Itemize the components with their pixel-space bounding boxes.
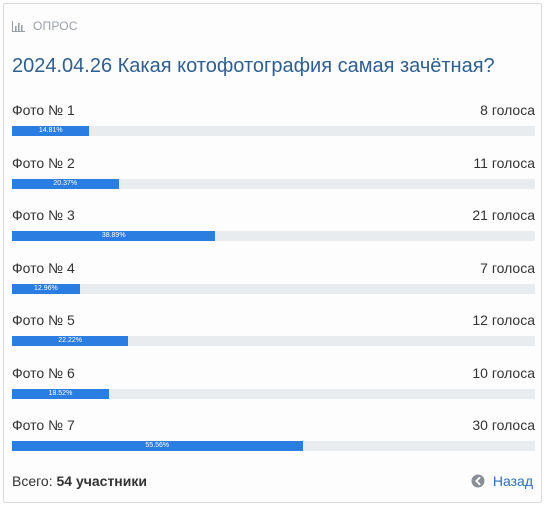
poll-bar-fill: 14.81% bbox=[12, 126, 90, 136]
poll-results: Фото № 1 8 голоса 14.81% Фото № 2 11 голоса 2… bbox=[12, 99, 535, 467]
poll-option-votes: 10 голоса bbox=[472, 364, 535, 381]
poll-bar-track: 38.89% bbox=[12, 231, 535, 241]
poll-option-label: Фото № 2 bbox=[12, 154, 75, 171]
poll-bar-track: 55.56% bbox=[12, 441, 535, 451]
poll-bar-track: 12.96% bbox=[12, 283, 535, 294]
poll-option: Фото № 6 10 голоса 18.52% bbox=[12, 362, 535, 415]
poll-bar-percent: 18.52% bbox=[48, 389, 73, 397]
poll-option: Фото № 4 7 голоса 12.96% bbox=[12, 257, 535, 310]
total-label: Всего: bbox=[12, 473, 53, 489]
poll-bar-track: 14.81% bbox=[12, 126, 535, 136]
poll-option: Фото № 7 30 голоса 55.56% bbox=[12, 414, 535, 467]
poll-bar-fill: 20.37% bbox=[12, 178, 119, 189]
poll-option: Фото № 2 11 голоса 20.37% bbox=[12, 152, 535, 205]
poll-bar-fill: 22.22% bbox=[12, 336, 129, 346]
poll-bar-fill: 12.96% bbox=[12, 283, 80, 294]
poll-bar-percent: 14.81% bbox=[38, 127, 63, 134]
poll-bar-percent: 55.56% bbox=[145, 442, 170, 449]
poll-option-votes: 8 голоса bbox=[480, 102, 535, 118]
poll-header: ОПРОС bbox=[12, 19, 78, 33]
bar-chart-icon bbox=[12, 20, 25, 32]
back-button[interactable]: Назад bbox=[471, 473, 533, 489]
poll-option-votes: 21 голоса bbox=[472, 207, 535, 223]
poll-option: Фото № 3 21 голоса 38.89% bbox=[12, 204, 535, 257]
poll-option-label: Фото № 4 bbox=[12, 259, 75, 276]
poll-widget: ОПРОС 2024.04.26 Какая котофотография са… bbox=[3, 3, 542, 503]
poll-bar-fill: 18.52% bbox=[12, 388, 109, 399]
poll-option: Фото № 1 8 голоса 14.81% bbox=[12, 99, 535, 152]
poll-option-votes: 12 голоса bbox=[472, 312, 535, 328]
back-button-label: Назад bbox=[492, 473, 533, 489]
poll-option-label: Фото № 6 bbox=[12, 364, 75, 381]
poll-option: Фото № 5 12 голоса 22.22% bbox=[12, 309, 535, 362]
poll-bar-percent: 20.37% bbox=[53, 179, 78, 187]
poll-total: Всего: 54 участники bbox=[12, 473, 147, 489]
poll-option-label: Фото № 1 bbox=[12, 102, 75, 118]
arrow-left-circle-icon bbox=[471, 474, 485, 488]
poll-option-votes: 30 голоса bbox=[472, 417, 535, 433]
poll-bar-fill: 55.56% bbox=[12, 441, 303, 451]
poll-option-label: Фото № 7 bbox=[12, 417, 75, 433]
poll-bar-track: 22.22% bbox=[12, 336, 535, 346]
poll-bar-percent: 22.22% bbox=[58, 337, 82, 344]
poll-bar-percent: 12.96% bbox=[34, 284, 58, 292]
poll-option-votes: 11 голоса bbox=[473, 154, 535, 171]
poll-option-votes: 7 голоса bbox=[480, 259, 535, 276]
poll-bar-track: 18.52% bbox=[12, 388, 535, 399]
poll-bar-track: 20.37% bbox=[12, 178, 535, 189]
poll-bar-percent: 38.89% bbox=[101, 232, 126, 239]
poll-header-label: ОПРОС bbox=[33, 19, 78, 33]
poll-option-label: Фото № 3 bbox=[12, 207, 75, 223]
poll-bar-fill: 38.89% bbox=[12, 231, 216, 241]
poll-option-label: Фото № 5 bbox=[12, 312, 75, 328]
total-value: 54 участники bbox=[56, 473, 147, 489]
poll-title: 2024.04.26 Какая котофотография самая за… bbox=[12, 55, 495, 77]
